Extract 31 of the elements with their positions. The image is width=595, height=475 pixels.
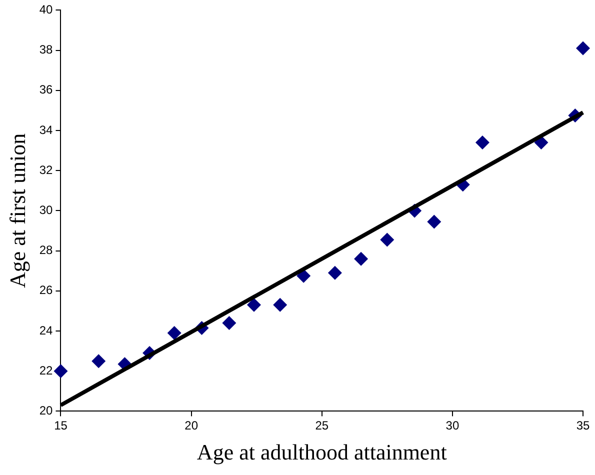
x-tick-label: 15: [54, 418, 68, 433]
point: [296, 268, 311, 283]
point: [354, 252, 368, 266]
y-tick-label: 24: [39, 323, 54, 338]
x-tick-label: 25: [315, 418, 329, 433]
x-tick-label: 20: [184, 418, 198, 433]
y-tick-label: 38: [39, 42, 54, 57]
point: [427, 214, 442, 229]
y-tick-label: 36: [39, 82, 54, 97]
point: [54, 364, 68, 378]
point: [246, 298, 261, 312]
y-axis-title: Age at first union: [4, 133, 30, 288]
x-tick-label: 30: [446, 418, 460, 433]
x-axis-title: Age at adulthood attainment: [196, 440, 447, 465]
y-tick-label: 34: [39, 122, 54, 137]
y-tick-label: 20: [39, 404, 54, 418]
point: [92, 354, 106, 368]
point: [167, 326, 182, 340]
point: [273, 298, 288, 312]
y-tick-label: 30: [39, 203, 54, 218]
point: [222, 316, 236, 330]
point: [328, 266, 342, 280]
y-tick-label: 32: [39, 162, 54, 177]
y-tick-label: 22: [39, 363, 54, 378]
y-tick-label: 28: [39, 243, 54, 258]
y-tick-label: 40: [39, 2, 54, 17]
point: [380, 232, 394, 247]
point: [576, 41, 590, 56]
point: [475, 136, 490, 150]
y-tick-label: 26: [39, 283, 54, 298]
x-tick-label: 35: [576, 418, 590, 433]
